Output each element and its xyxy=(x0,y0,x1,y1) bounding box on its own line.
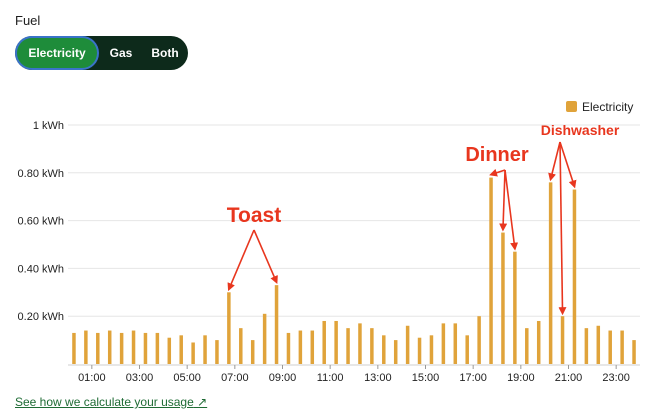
bar[interactable] xyxy=(501,232,505,364)
fuel-label: Fuel xyxy=(15,13,41,28)
bar[interactable] xyxy=(489,177,493,364)
bar[interactable] xyxy=(429,335,434,364)
bar[interactable] xyxy=(525,328,529,364)
annotation-arrow xyxy=(489,168,506,177)
y-tick-label: 0.80 kWh xyxy=(18,168,64,180)
x-tick-label: 03:00 xyxy=(126,372,154,384)
x-tick-label: 05:00 xyxy=(173,372,201,384)
bar[interactable] xyxy=(572,189,577,364)
bar[interactable] xyxy=(322,320,326,364)
gas-option[interactable]: Gas xyxy=(109,46,133,60)
bar[interactable] xyxy=(441,323,446,364)
x-tick-label: 13:00 xyxy=(364,372,392,384)
bar[interactable] xyxy=(310,330,315,364)
bar[interactable] xyxy=(203,335,207,364)
bar[interactable] xyxy=(393,340,398,364)
bar[interactable] xyxy=(191,342,195,364)
annotations-layer: Toast Dinner Dishwasher xyxy=(227,122,620,316)
x-tick-label: 09:00 xyxy=(269,372,297,384)
bar[interactable] xyxy=(370,328,374,364)
bar[interactable] xyxy=(596,325,601,364)
annotation-arrow xyxy=(253,229,278,284)
annotation-label: Dishwasher xyxy=(541,122,620,138)
bar[interactable] xyxy=(84,330,88,364)
x-tick-label: 23:00 xyxy=(602,372,630,384)
bar[interactable] xyxy=(513,251,517,364)
y-tick-label: 0.20 kWh xyxy=(18,311,64,323)
bar[interactable] xyxy=(239,328,243,364)
annotation-label: Dinner xyxy=(465,144,529,166)
bar[interactable] xyxy=(632,340,636,364)
grid-layer xyxy=(68,124,640,317)
bar[interactable] xyxy=(72,332,76,364)
bar[interactable] xyxy=(96,332,100,364)
bar[interactable] xyxy=(298,330,303,364)
x-tick-label: 07:00 xyxy=(221,372,249,384)
x-tick-label: 15:00 xyxy=(412,372,440,384)
x-tick-label: 21:00 xyxy=(555,372,583,384)
bar[interactable] xyxy=(477,316,481,364)
annotation-arrow xyxy=(548,141,561,182)
annotation-label: Toast xyxy=(227,204,281,227)
electricity-option[interactable]: Electricity xyxy=(15,36,99,70)
bar[interactable] xyxy=(417,337,422,364)
bar[interactable] xyxy=(405,325,410,364)
y-tick-label: 1 kWh xyxy=(33,120,64,132)
bar[interactable] xyxy=(274,285,279,364)
x-tick-label: 01:00 xyxy=(78,372,106,384)
x-tick-label: 17:00 xyxy=(459,372,487,384)
axis-layer: 0.20 kWh 0.40 kWh 0.60 kWh 0.80 kWh 1 kWh 01:… xyxy=(18,120,640,384)
bar[interactable] xyxy=(536,320,541,364)
bar[interactable] xyxy=(584,328,589,364)
annotation-arrow xyxy=(558,141,567,316)
bar[interactable] xyxy=(250,340,255,364)
bar[interactable] xyxy=(358,323,362,364)
bar[interactable] xyxy=(453,323,458,364)
bar[interactable] xyxy=(465,335,469,364)
annotation-arrow xyxy=(504,169,519,251)
bar[interactable] xyxy=(560,316,565,364)
bar[interactable] xyxy=(608,330,612,364)
bar[interactable] xyxy=(155,332,160,364)
fuel-toggle: Electricity Gas Both xyxy=(15,36,188,70)
bar[interactable] xyxy=(286,332,291,364)
annotation-arrow xyxy=(227,229,255,292)
legend: Electricity xyxy=(566,100,633,114)
y-tick-label: 0.40 kWh xyxy=(18,263,64,275)
usage-calculation-link[interactable]: See how we calculate your usage ↗ xyxy=(15,395,208,409)
bar[interactable] xyxy=(119,332,124,364)
bar[interactable] xyxy=(143,332,148,364)
x-tick-label: 19:00 xyxy=(507,372,535,384)
both-option[interactable]: Both xyxy=(151,46,179,60)
bar[interactable] xyxy=(334,320,338,364)
bar[interactable] xyxy=(227,292,231,364)
bar[interactable] xyxy=(382,335,386,364)
bar[interactable] xyxy=(548,182,553,364)
bar[interactable] xyxy=(215,340,219,364)
y-tick-label: 0.60 kWh xyxy=(18,216,64,228)
bars-layer xyxy=(72,177,636,364)
bar[interactable] xyxy=(107,330,112,364)
bar[interactable] xyxy=(346,328,350,364)
legend-label: Electricity xyxy=(582,100,633,114)
annotation-arrow xyxy=(559,141,577,189)
bar[interactable] xyxy=(179,335,183,364)
bar[interactable] xyxy=(262,313,267,364)
annotation-arrow xyxy=(499,169,508,232)
bar[interactable] xyxy=(167,337,172,364)
x-tick-label: 11:00 xyxy=(317,372,344,384)
bar[interactable] xyxy=(620,330,624,364)
legend-swatch xyxy=(566,101,577,112)
bar[interactable] xyxy=(131,330,136,364)
